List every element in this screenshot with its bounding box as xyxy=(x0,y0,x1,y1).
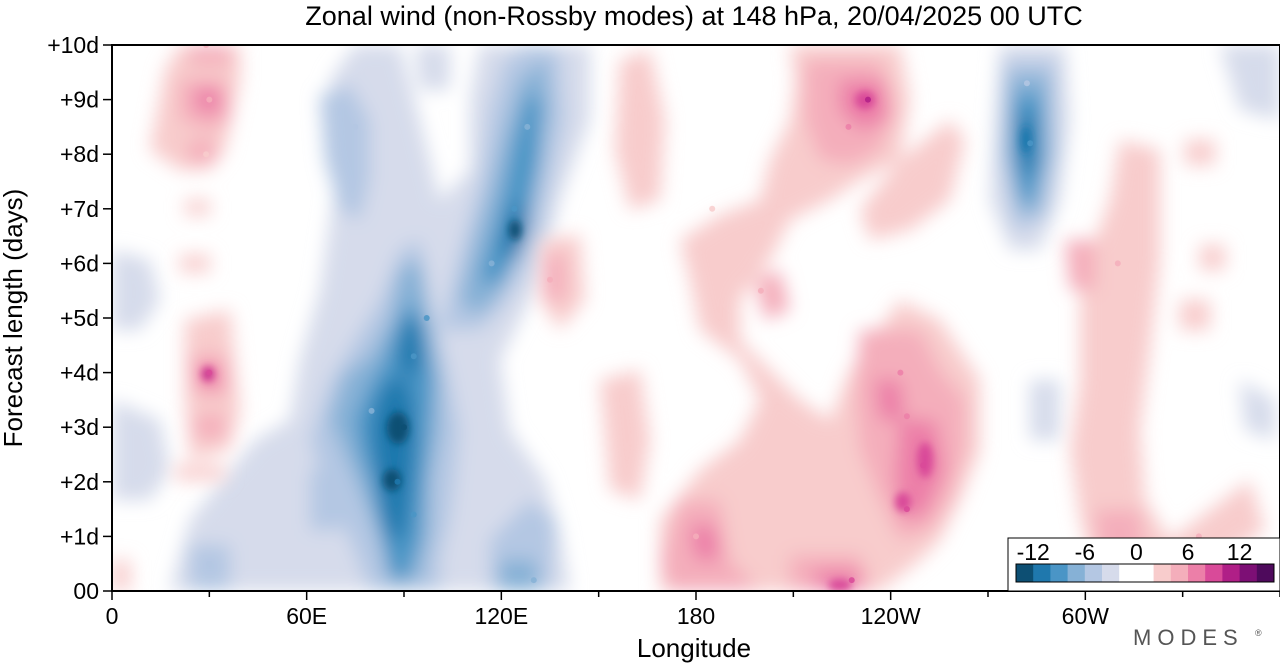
x-tick-label: 60E xyxy=(286,603,327,629)
feature-point xyxy=(1023,80,1030,87)
y-tick-label: 00 xyxy=(73,578,99,604)
feature-point xyxy=(206,560,213,567)
colorbar-swatch xyxy=(1239,564,1258,582)
feature-point xyxy=(903,506,910,513)
feature-point xyxy=(368,407,375,414)
colorbar-swatch xyxy=(1256,564,1275,582)
colorbar-swatch xyxy=(1119,564,1137,582)
colorbar-swatch xyxy=(1084,564,1103,582)
feature-point xyxy=(845,123,852,130)
modes-logo: MODES xyxy=(1133,625,1244,650)
negative-field xyxy=(112,45,1280,591)
colorbar-swatch xyxy=(1050,564,1068,582)
feature-point xyxy=(206,369,213,376)
y-axis-ticks: 00 +1d +2d +3d +4d +5d +6d +7d +8d +9d +10d xyxy=(47,32,112,604)
chart-title: Zonal wind (non-Rossby modes) at 148 hPa… xyxy=(305,1,1082,31)
colorbar-swatch xyxy=(1222,564,1240,582)
x-axis-label: Longitude xyxy=(637,633,751,663)
colorbar-swatch xyxy=(1153,564,1172,582)
feature-point xyxy=(423,315,430,321)
feature-point xyxy=(903,413,910,420)
y-tick-label: +10d xyxy=(47,32,99,58)
x-tick-label: 60W xyxy=(1062,603,1110,629)
x-tick-label: 120W xyxy=(861,603,921,629)
feature-point xyxy=(203,151,210,158)
y-tick-label: +2d xyxy=(60,469,99,495)
feature-point xyxy=(897,369,904,376)
colorbar-tick-label: 6 xyxy=(1182,539,1195,565)
colorbar-tick-label: -6 xyxy=(1075,539,1095,565)
colorbar-swatch xyxy=(1016,564,1034,582)
colorbar-swatches xyxy=(1015,563,1275,583)
colorbar-swatch xyxy=(1188,564,1206,582)
colorbar: -12 -6 0 6 12 xyxy=(1007,537,1280,592)
feature-point xyxy=(394,478,401,485)
feature-point xyxy=(864,96,871,103)
feature-point xyxy=(1114,260,1121,267)
positive-field xyxy=(112,45,1265,591)
y-tick-label: +7d xyxy=(60,196,99,222)
colorbar-tick-label: -12 xyxy=(1017,539,1050,565)
y-tick-label: +5d xyxy=(60,305,99,331)
y-tick-label: +1d xyxy=(60,523,99,549)
feature-point xyxy=(206,96,213,103)
colorbar-swatch xyxy=(1102,564,1120,582)
feature-point xyxy=(488,260,495,267)
feature-point xyxy=(848,577,855,584)
feature-point xyxy=(757,287,764,294)
feature-point xyxy=(1027,140,1034,147)
colorbar-swatch xyxy=(1033,564,1051,582)
feature-point xyxy=(920,462,927,469)
feature-point xyxy=(693,533,699,540)
colorbar-tick-label: 0 xyxy=(1130,539,1143,565)
negative-cores xyxy=(383,126,1031,491)
feature-point xyxy=(511,205,518,212)
feature-point xyxy=(410,511,417,518)
y-tick-label: +3d xyxy=(60,414,99,440)
colorbar-swatch xyxy=(1170,564,1189,582)
colorbar-tick-label: 12 xyxy=(1227,539,1253,565)
y-axis-label: Forecast length (days) xyxy=(0,189,28,448)
colorbar-labels: -12 -6 0 6 12 xyxy=(1017,539,1253,565)
heatmap-field xyxy=(112,45,1280,591)
feature-point xyxy=(524,123,531,130)
colorbar-outline xyxy=(1015,563,1275,583)
registered-mark: ® xyxy=(1255,628,1262,638)
x-tick-label: 0 xyxy=(106,603,119,629)
colorbar-swatch xyxy=(1205,564,1223,582)
x-tick-label: 120E xyxy=(474,603,528,629)
y-tick-label: +9d xyxy=(60,87,99,113)
feature-point xyxy=(401,424,407,431)
feature-point xyxy=(547,276,553,283)
feature-point xyxy=(352,123,359,130)
feature-point xyxy=(709,205,716,212)
colorbar-swatch xyxy=(1136,564,1154,582)
y-tick-label: +4d xyxy=(60,360,99,386)
feature-point xyxy=(530,577,537,584)
y-tick-label: +6d xyxy=(60,250,99,276)
y-tick-label: +8d xyxy=(60,141,99,167)
x-axis-ticks: 0 60E 120E 180 120W 60W xyxy=(106,591,1280,629)
feature-point xyxy=(410,353,417,360)
feature-markers xyxy=(203,45,1202,584)
colorbar-swatch xyxy=(1067,564,1086,582)
x-tick-label: 180 xyxy=(677,603,715,629)
